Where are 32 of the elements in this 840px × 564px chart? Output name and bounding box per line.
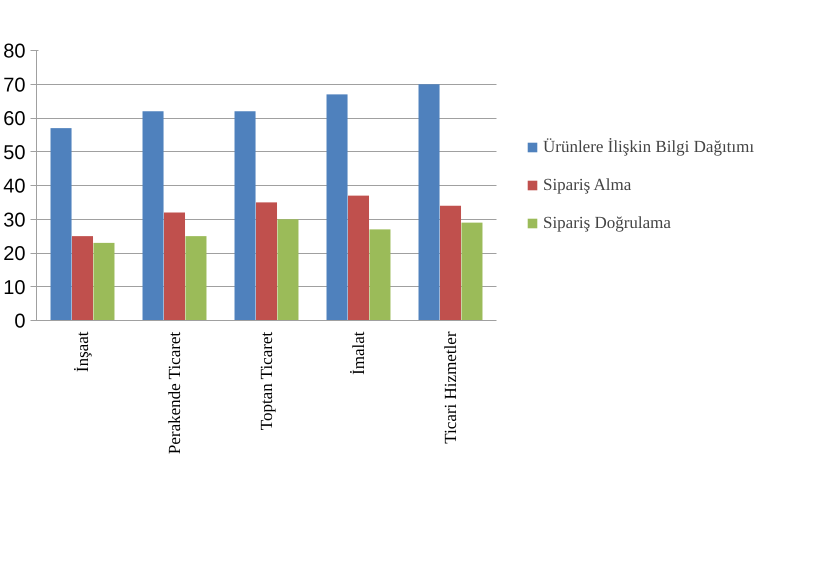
- bar: [256, 202, 278, 320]
- bar: [234, 111, 256, 320]
- y-tick-label: 10: [3, 276, 26, 299]
- bar: [164, 212, 186, 320]
- bar: [50, 128, 72, 320]
- x-tick-label: İmalat: [349, 331, 368, 375]
- bar: [440, 206, 462, 320]
- bar: [277, 219, 298, 320]
- y-tick-label: 20: [3, 243, 26, 265]
- x-tick-label: Toptan Ticaret: [257, 332, 276, 430]
- bar: [142, 111, 164, 320]
- bar: [369, 229, 390, 320]
- legend-label: Ürünlere İlişkin Bilgi Dağıtımı: [543, 137, 754, 157]
- legend-label: Sipariş Alma: [543, 175, 632, 195]
- bar: [93, 242, 114, 320]
- bar: [185, 236, 206, 320]
- y-tick-label: 30: [3, 209, 26, 232]
- bar: [348, 196, 370, 320]
- y-tick-label: 80: [3, 40, 26, 62]
- y-tick-label: 0: [14, 310, 26, 332]
- legend-label: Sipariş Doğrulama: [543, 213, 671, 233]
- bar: [326, 94, 348, 320]
- bar: [461, 222, 482, 320]
- x-tick-label: İnşaat: [73, 331, 92, 372]
- y-tick-label: 60: [3, 108, 26, 130]
- y-tick-label: 40: [3, 176, 26, 198]
- y-tick-label: 70: [3, 74, 26, 96]
- y-tick-label: 50: [3, 142, 26, 164]
- x-tick-label: Perakende Ticaret: [165, 332, 184, 454]
- x-tick-label: Ticari Hizmetler: [441, 331, 460, 444]
- bar: [418, 84, 440, 320]
- bar: [72, 236, 94, 320]
